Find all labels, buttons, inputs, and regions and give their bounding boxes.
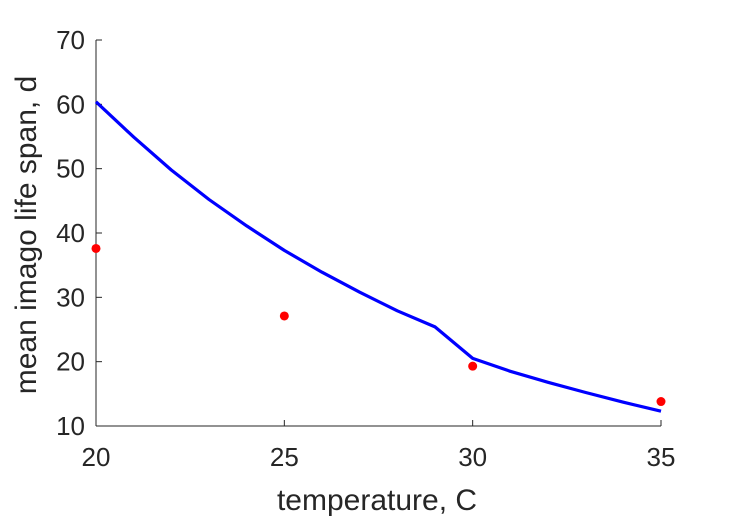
y-tick-label: 70 (56, 25, 85, 55)
y-tick-label: 40 (56, 218, 85, 248)
x-axis-label: temperature, C (277, 484, 477, 517)
y-tick-label: 30 (56, 282, 85, 312)
x-tick-label: 35 (647, 442, 676, 472)
x-tick-label: 30 (458, 442, 487, 472)
data-point (656, 397, 666, 407)
fitted-curve-layer (94, 100, 662, 413)
y-tick-label: 60 (56, 89, 85, 119)
y-tick-label: 50 (56, 154, 85, 184)
fitted-curve (94, 100, 662, 413)
y-tick-label: 10 (56, 411, 85, 441)
x-tick-label: 20 (82, 442, 111, 472)
data-point (91, 243, 101, 253)
data-point (279, 311, 289, 321)
y-tick-label: 20 (56, 347, 85, 377)
y-axis-label: mean imago life span, d (10, 76, 43, 395)
x-tick-label: 25 (270, 442, 299, 472)
data-points-layer (91, 243, 666, 407)
data-point (468, 361, 478, 371)
